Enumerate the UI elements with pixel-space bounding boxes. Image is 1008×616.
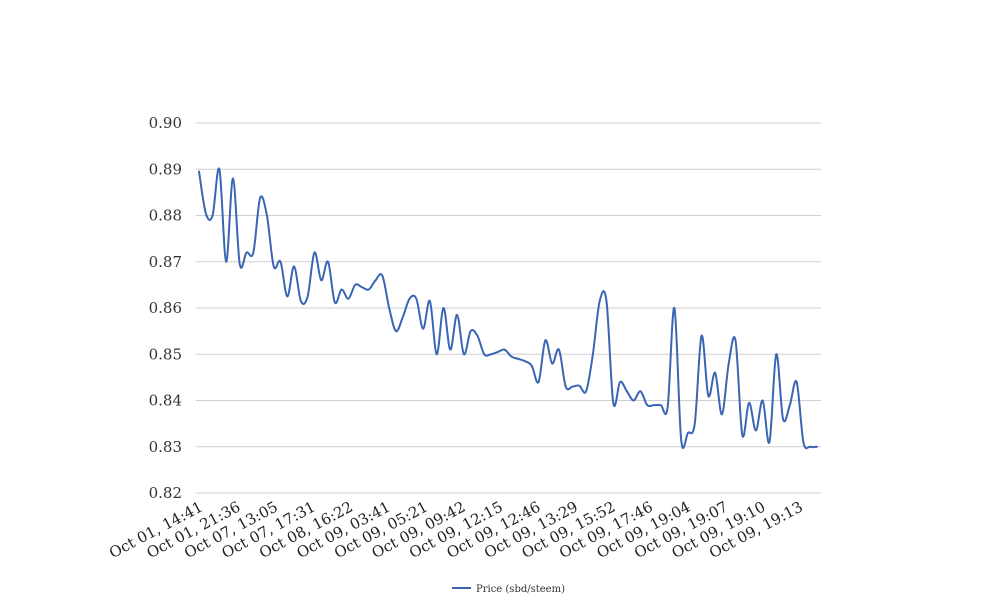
series-line-price: [198, 167, 818, 450]
y-tick-label: 0.82: [149, 484, 182, 502]
gridlines: [196, 122, 821, 494]
y-tick-label: 0.87: [149, 253, 182, 271]
y-tick-label: 0.85: [149, 345, 182, 363]
y-tick-label: 0.84: [149, 392, 182, 410]
y-tick-label: 0.88: [149, 207, 182, 225]
y-axis-ticks: 0.90 0.89 0.88 0.87 0.86 0.85 0.84 0.83 0.82: [149, 114, 182, 502]
y-tick-label: 0.86: [149, 299, 182, 317]
y-tick-label: 0.83: [149, 438, 182, 456]
y-tick-label: 0.89: [149, 160, 182, 178]
legend-label: Price (sbd/steem): [476, 584, 565, 595]
legend: Price (sbd/steem): [452, 584, 565, 595]
y-tick-label: 0.90: [149, 114, 182, 132]
